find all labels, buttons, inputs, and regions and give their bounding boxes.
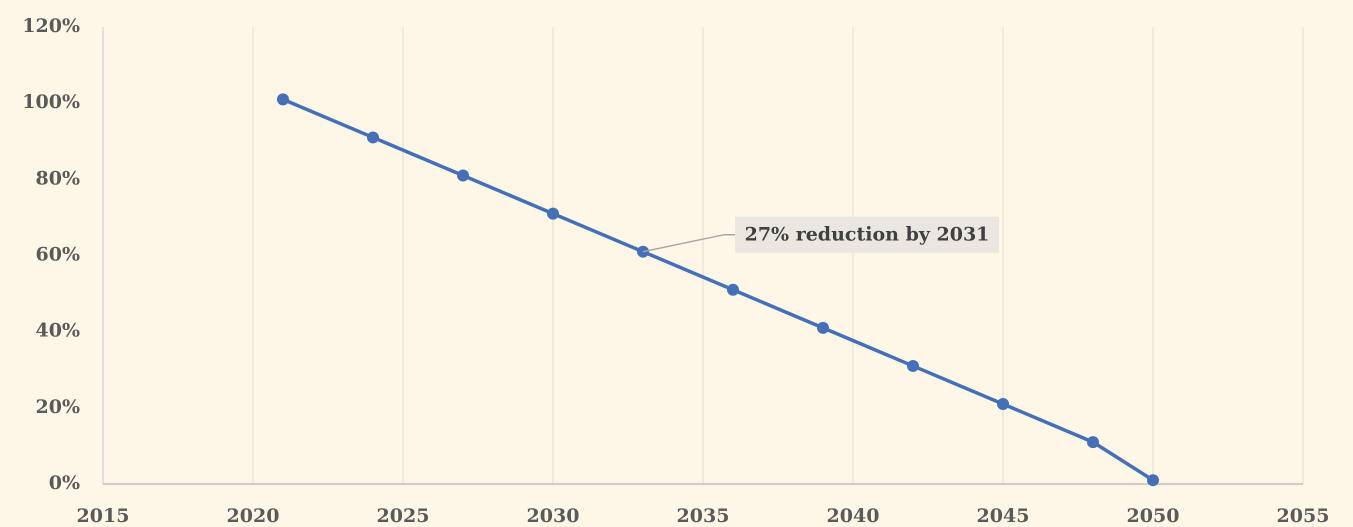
x-tick-label: 2030 (527, 505, 580, 527)
annotation-box (735, 216, 999, 253)
data-point (997, 398, 1009, 411)
x-tick-label: 2025 (377, 505, 430, 527)
data-point (277, 93, 289, 106)
data-point (547, 207, 559, 220)
y-tick-label: 60% (36, 244, 81, 266)
x-tick-label: 2050 (1127, 505, 1180, 527)
y-tick-label: 100% (22, 91, 80, 113)
annotation-leader (642, 233, 735, 253)
x-tick-label: 2035 (677, 505, 730, 527)
y-tick-label: 0% (49, 472, 80, 494)
data-point (367, 131, 379, 144)
x-tick-label: 2020 (227, 505, 280, 527)
y-tick-label: 120% (22, 15, 80, 37)
data-point (457, 169, 469, 182)
annotation: 27% reduction by 2031 (745, 224, 990, 246)
data-point (817, 321, 829, 334)
data-point (907, 359, 919, 372)
y-tick-label: 40% (36, 320, 81, 342)
y-tick-label: 80% (36, 167, 81, 189)
x-tick-label: 2045 (977, 505, 1030, 527)
x-tick-label: 2055 (1277, 505, 1330, 527)
data-point (727, 283, 739, 296)
x-tick-label: 2015 (77, 505, 130, 527)
y-tick-label: 20% (36, 396, 81, 418)
x-tick-label: 2040 (827, 505, 880, 527)
data-point (1147, 474, 1159, 487)
data-point (1087, 436, 1099, 449)
